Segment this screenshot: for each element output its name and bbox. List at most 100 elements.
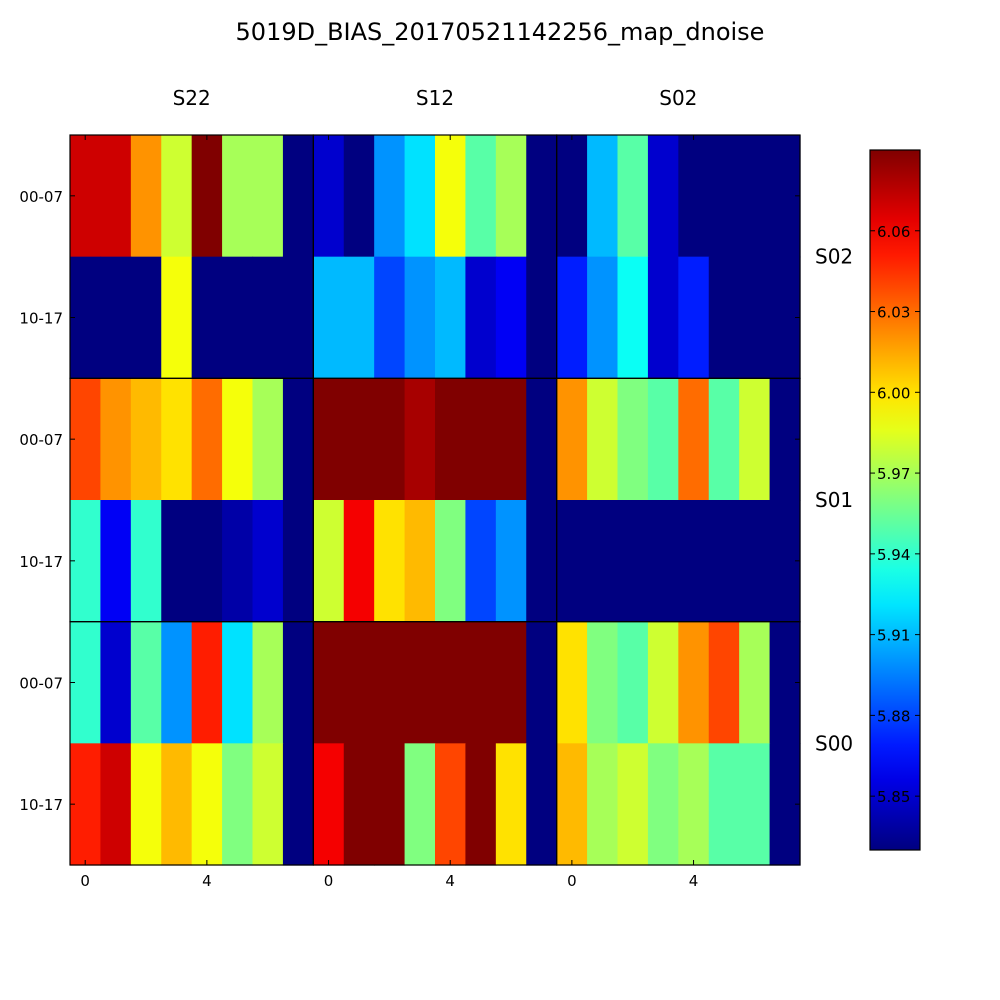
heatmap-cell bbox=[647, 378, 679, 501]
heatmap-cell bbox=[282, 500, 314, 623]
heatmap-cell bbox=[465, 621, 497, 744]
y-tick-label: 00-07 bbox=[19, 188, 63, 206]
colorbar-tick-label: 5.85 bbox=[877, 788, 910, 806]
heatmap-cell bbox=[252, 621, 284, 744]
heatmap-cell bbox=[374, 743, 406, 866]
heatmap-cell bbox=[435, 621, 467, 744]
heatmap-cell bbox=[100, 135, 132, 258]
heatmap-cell bbox=[100, 743, 132, 866]
heatmap-cell bbox=[313, 621, 345, 744]
heatmap-cell bbox=[587, 378, 619, 501]
y-tick-label: 10-17 bbox=[19, 553, 63, 571]
heatmap-cell bbox=[465, 743, 497, 866]
heatmap-cell bbox=[313, 500, 345, 623]
heatmap-cell bbox=[556, 621, 588, 744]
heatmap-cell bbox=[222, 621, 254, 744]
heatmap-cell bbox=[587, 621, 619, 744]
heatmap-cell bbox=[556, 256, 588, 379]
x-tick-label: 0 bbox=[324, 872, 334, 890]
heatmap-cell bbox=[252, 256, 284, 379]
heatmap-cell bbox=[435, 500, 467, 623]
y-tick-label: 00-07 bbox=[19, 431, 63, 449]
heatmap-cell bbox=[708, 621, 740, 744]
heatmap-cell bbox=[130, 500, 162, 623]
heatmap-cell bbox=[313, 256, 345, 379]
colorbar-tick-label: 6.03 bbox=[877, 304, 910, 322]
heatmap-cell bbox=[556, 500, 588, 623]
heatmap-cell bbox=[739, 621, 771, 744]
heatmap-cell bbox=[526, 500, 558, 623]
heatmap-cell bbox=[343, 378, 375, 501]
heatmap-cell bbox=[222, 135, 254, 258]
heatmap-cell bbox=[282, 256, 314, 379]
heatmap-cell bbox=[100, 378, 132, 501]
heatmap-cell bbox=[678, 621, 710, 744]
panel-row-label: S01 bbox=[815, 488, 853, 512]
heatmap-cell bbox=[404, 378, 436, 501]
heatmap-cell bbox=[556, 743, 588, 866]
x-tick-label: 4 bbox=[445, 872, 455, 890]
heatmap-cell bbox=[465, 500, 497, 623]
heatmap-cell bbox=[404, 256, 436, 379]
heatmap-cell bbox=[130, 135, 162, 258]
heatmap-cell bbox=[100, 256, 132, 379]
heatmap-cell bbox=[404, 135, 436, 258]
heatmap-cell bbox=[678, 378, 710, 501]
heatmap-cell bbox=[282, 378, 314, 501]
x-tick-label: 0 bbox=[80, 872, 90, 890]
y-tick-label: 00-07 bbox=[19, 675, 63, 693]
heatmap-cell bbox=[252, 500, 284, 623]
heatmap-cell bbox=[617, 135, 649, 258]
heatmap-cell bbox=[282, 135, 314, 258]
panel-column-label: S22 bbox=[173, 86, 211, 110]
heatmap-cell bbox=[556, 135, 588, 258]
axis-labels: 0 4 0 4 0 4 00-07 10-17 00-07 10-17 00-07 10-17 S22 S… bbox=[19, 86, 853, 890]
heatmap-cell bbox=[739, 743, 771, 866]
heatmap-cell bbox=[130, 378, 162, 501]
heatmap-cell bbox=[435, 378, 467, 501]
heatmap-cell bbox=[526, 378, 558, 501]
heatmap-cell bbox=[374, 378, 406, 501]
heatmap-cell bbox=[222, 743, 254, 866]
heatmap-cell bbox=[495, 743, 527, 866]
heatmap-cell bbox=[708, 743, 740, 866]
heatmap-cell bbox=[252, 378, 284, 501]
colorbar-tick-label: 6.06 bbox=[877, 223, 910, 241]
colorbar-tick-label: 6.00 bbox=[877, 384, 910, 402]
heatmap-cell bbox=[343, 256, 375, 379]
heatmap-cell bbox=[70, 621, 102, 744]
heatmap-cell bbox=[222, 378, 254, 501]
colorbar-tick-label: 5.97 bbox=[877, 465, 910, 483]
heatmap-cell bbox=[70, 256, 102, 379]
heatmap-cell bbox=[222, 500, 254, 623]
colorbar: 5.85 5.88 5.91 5.94 5.97 6.00 6.03 6.06 bbox=[869, 149, 921, 851]
heatmap-cell bbox=[647, 500, 679, 623]
colorbar-tick-label: 5.91 bbox=[877, 627, 910, 645]
panel-row-label: S02 bbox=[815, 245, 853, 269]
heatmap-cell bbox=[130, 743, 162, 866]
colorbar-tick-label: 5.94 bbox=[877, 546, 910, 564]
heatmap-cell bbox=[587, 500, 619, 623]
heatmap-cell bbox=[100, 500, 132, 623]
heatmap-cell bbox=[374, 256, 406, 379]
heatmap-cell bbox=[313, 743, 345, 866]
heatmap-cell bbox=[374, 500, 406, 623]
heatmap-cell bbox=[404, 743, 436, 866]
heatmap-cell bbox=[708, 500, 740, 623]
heatmap-cell bbox=[191, 135, 223, 258]
heatmap-cell bbox=[739, 135, 771, 258]
heatmap-cell bbox=[161, 256, 193, 379]
heatmap-cell bbox=[435, 135, 467, 258]
heatmap-cell bbox=[161, 500, 193, 623]
heatmap-cell bbox=[495, 621, 527, 744]
heatmap-cell bbox=[495, 256, 527, 379]
heatmap-cell bbox=[617, 621, 649, 744]
heatmap-cell bbox=[130, 256, 162, 379]
heatmap-cell bbox=[526, 135, 558, 258]
heatmap-cell bbox=[404, 500, 436, 623]
heatmap-cell bbox=[130, 621, 162, 744]
panel-column-label: S02 bbox=[659, 86, 697, 110]
heatmap-cell bbox=[313, 378, 345, 501]
heatmap-cell bbox=[739, 500, 771, 623]
heatmap-cell bbox=[191, 743, 223, 866]
